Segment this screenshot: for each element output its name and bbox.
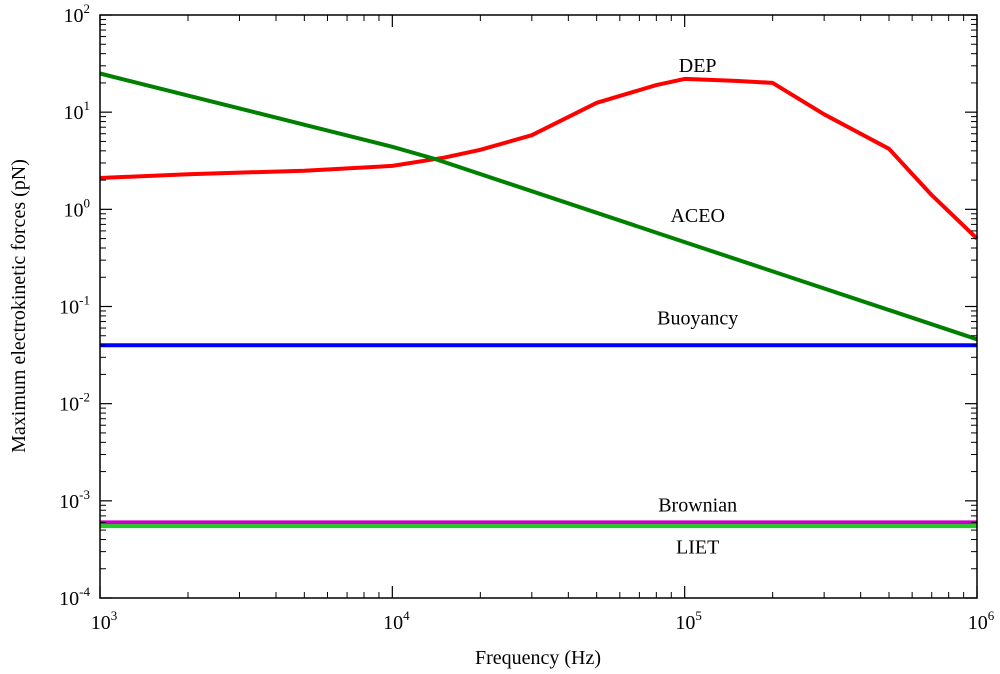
x-tick-label-exponent: 4 (403, 608, 410, 623)
series-line-aceo (99, 71, 978, 342)
y-tick-label: 10-1 (59, 293, 90, 319)
y-tick-label-base: 10 (64, 5, 84, 27)
x-tick-label: 106 (968, 608, 995, 634)
series-label-dep: DEP (679, 55, 717, 77)
y-axis-title: Maximum electrokinetic forces (pN) (8, 159, 30, 453)
series-layer (99, 71, 979, 529)
x-tick-label-base: 10 (675, 612, 695, 634)
y-tick-label-exponent: 2 (84, 1, 91, 16)
y-tick-label-exponent: -4 (79, 584, 90, 599)
y-tick-label-exponent: 0 (84, 195, 91, 210)
y-tick-label: 10-2 (59, 390, 90, 416)
x-tick-label: 104 (383, 608, 410, 634)
series-label-aceo: ACEO (670, 205, 724, 227)
x-axis-title: Frequency (Hz) (475, 647, 601, 669)
x-tick-label-base: 10 (91, 612, 111, 634)
series-label-brownian: Brownian (658, 494, 737, 516)
x-tick-label-exponent: 5 (695, 608, 702, 623)
y-tick-label-base: 10 (64, 102, 84, 124)
y-tick-label: 102 (64, 1, 91, 27)
y-tick-label-base: 10 (59, 394, 79, 416)
y-tick-label: 101 (64, 98, 91, 124)
y-tick-label: 10-3 (59, 487, 90, 513)
x-tick-label: 103 (91, 608, 118, 634)
y-tick-label-base: 10 (64, 199, 84, 221)
y-tick-label-exponent: -2 (79, 390, 90, 405)
y-tick-label-base: 10 (59, 588, 79, 610)
y-tick-label-exponent: -1 (79, 293, 90, 308)
y-tick-label-base: 10 (59, 491, 79, 513)
series-label-buoyancy: Buoyancy (657, 308, 738, 330)
series-label-liet: LIET (676, 537, 719, 559)
series-line-dep (99, 76, 979, 241)
y-tick-label-exponent: 1 (84, 98, 91, 113)
y-tick-label-exponent: -3 (79, 487, 90, 502)
y-tick-label-base: 10 (59, 297, 79, 319)
plot-frame (99, 14, 978, 599)
x-tick-label-base: 10 (968, 612, 988, 634)
x-tick-label-base: 10 (383, 612, 403, 634)
x-tick-label-exponent: 3 (111, 608, 118, 623)
y-tick-label: 100 (64, 195, 91, 221)
labels-layer: 103 104 105 10610-410-310-210-1100101102DEP… (59, 1, 995, 634)
x-tick-label: 105 (675, 608, 702, 634)
y-tick-label: 10-4 (59, 584, 90, 610)
x-tick-label-exponent: 6 (988, 608, 995, 623)
